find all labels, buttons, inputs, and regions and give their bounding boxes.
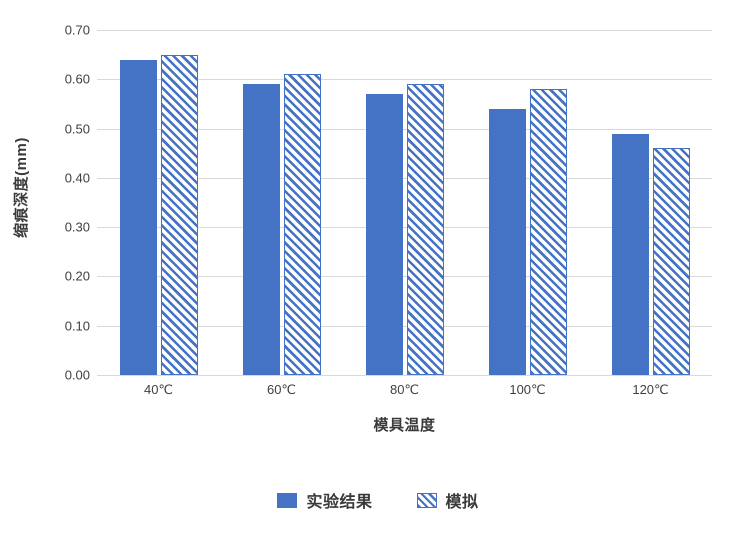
y-axis-tick-label: 0.70 bbox=[64, 22, 90, 38]
y-axis-tick-label: 0.10 bbox=[64, 318, 90, 334]
legend-label: 实验结果 bbox=[306, 494, 373, 511]
y-axis-tick-label: 0.40 bbox=[64, 170, 90, 186]
y-axis-tick-label: 0.50 bbox=[64, 121, 90, 137]
x-axis-tick-labels: 40℃ 60℃ 80℃ 100℃ 120℃ bbox=[97, 382, 712, 398]
bar[interactable] bbox=[119, 59, 157, 375]
bar-group bbox=[97, 30, 220, 375]
bar-groups bbox=[97, 30, 712, 375]
legend-item[interactable]: 实验结果 bbox=[277, 488, 372, 512]
x-axis-tick-label: 60℃ bbox=[266, 382, 297, 397]
plot-area bbox=[97, 30, 712, 376]
y-axis-tick-labels: 0.00 0.10 0.20 0.30 0.40 0.50 0.60 0.70 bbox=[34, 0, 90, 400]
legend-label: 模拟 bbox=[445, 494, 479, 511]
x-axis-tick-label: 120℃ bbox=[632, 382, 669, 397]
bar[interactable] bbox=[283, 74, 321, 375]
y-axis-tick-label: 0.60 bbox=[64, 71, 90, 87]
bar[interactable] bbox=[652, 148, 690, 375]
bar[interactable] bbox=[160, 54, 198, 375]
bar[interactable] bbox=[406, 84, 444, 375]
gridline bbox=[97, 276, 712, 278]
x-axis-title: 模具温度 bbox=[373, 417, 436, 434]
y-axis-tick-label: 0.20 bbox=[64, 268, 90, 284]
legend-swatch-hatch-icon bbox=[416, 492, 437, 508]
y-axis-tick-label: 0.00 bbox=[64, 367, 90, 383]
legend-item[interactable]: 模拟 bbox=[416, 488, 479, 512]
legend-swatch-solid-icon bbox=[277, 492, 298, 508]
bar-group bbox=[466, 30, 589, 375]
bar[interactable] bbox=[529, 89, 567, 375]
bar-group bbox=[589, 30, 712, 375]
legend: 实验结果 模拟 bbox=[0, 488, 756, 512]
y-axis-tick-label: 0.30 bbox=[64, 219, 90, 235]
gridline bbox=[97, 79, 712, 81]
gridline bbox=[97, 177, 712, 179]
x-axis-tick-label: 40℃ bbox=[143, 382, 174, 397]
bar[interactable] bbox=[242, 84, 280, 375]
bar-group bbox=[343, 30, 466, 375]
gridline bbox=[97, 325, 712, 327]
bar[interactable] bbox=[611, 133, 649, 375]
gridline bbox=[97, 227, 712, 229]
gridline bbox=[97, 30, 712, 31]
bar[interactable] bbox=[365, 94, 403, 375]
bar[interactable] bbox=[488, 108, 526, 375]
y-axis-title: 缩痕深度(mm) bbox=[6, 0, 34, 375]
y-axis-title-label: 缩痕深度(mm) bbox=[12, 137, 30, 238]
gridline bbox=[97, 375, 712, 376]
gridline bbox=[97, 128, 712, 130]
x-axis-tick-label: 100℃ bbox=[509, 382, 546, 397]
bar-group bbox=[220, 30, 343, 375]
x-axis-tick-label: 80℃ bbox=[389, 382, 420, 397]
